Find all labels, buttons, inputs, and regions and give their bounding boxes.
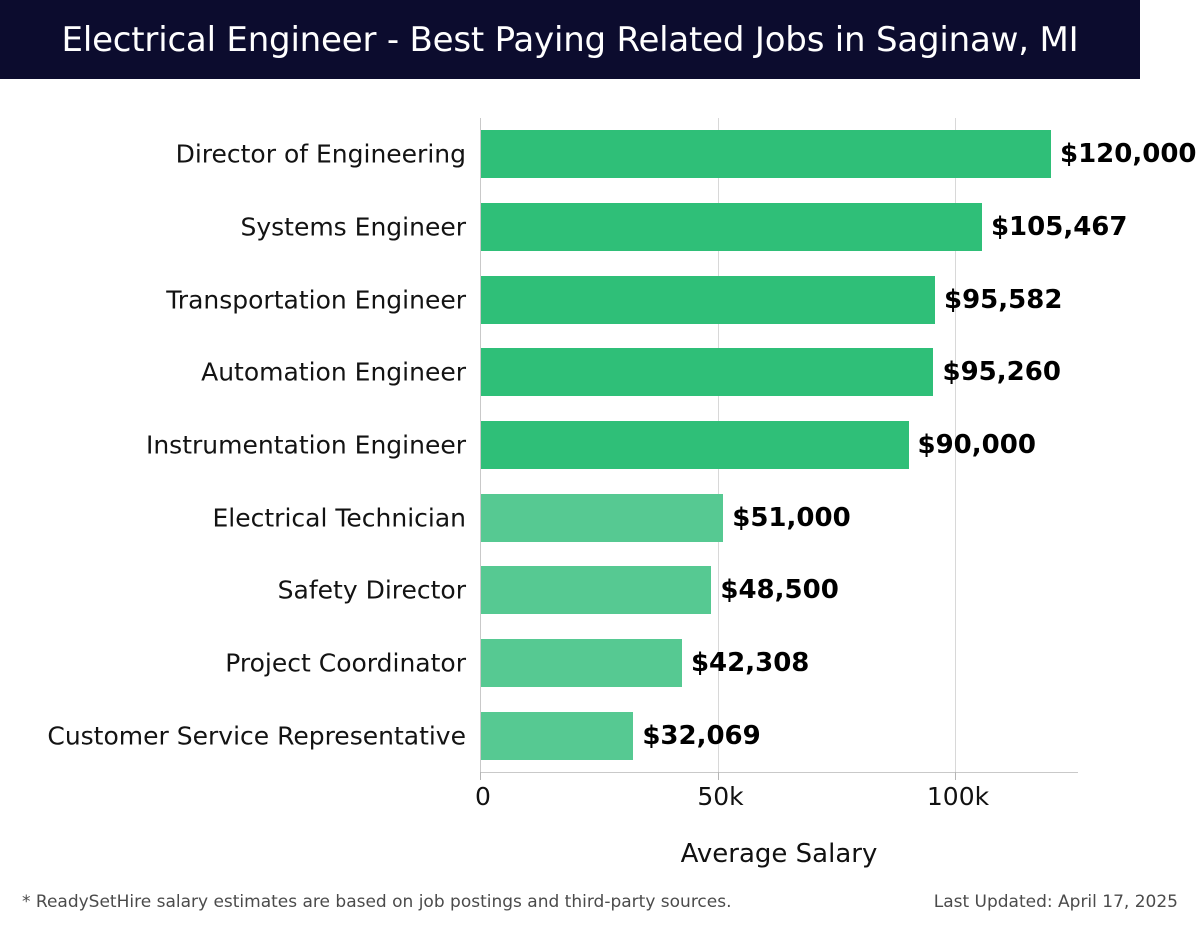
category-label: Director of Engineering — [175, 139, 466, 169]
bar-value-label: $51,000 — [732, 502, 851, 533]
gridline — [955, 118, 956, 772]
x-tick-mark — [717, 772, 719, 780]
bar[interactable] — [481, 420, 909, 469]
bar-row[interactable]: Electrical Technician $51,000 — [0, 481, 1200, 554]
bar[interactable] — [481, 711, 634, 760]
page-title: Electrical Engineer - Best Paying Relate… — [61, 19, 1079, 60]
bar-container: $95,260 — [481, 348, 1061, 397]
category-label: Safety Director — [277, 575, 466, 605]
footer-last-updated: Last Updated: April 17, 2025 — [933, 892, 1178, 912]
category-label: Electrical Technician — [212, 503, 467, 533]
bar[interactable] — [481, 348, 934, 397]
bar-value-label: $120,000 — [1060, 139, 1197, 170]
bar-container: $42,308 — [481, 638, 810, 687]
bar-row[interactable]: Project Coordinator $42,308 — [0, 627, 1200, 700]
x-tick-mark — [480, 772, 481, 780]
bar-container: $95,582 — [481, 275, 1063, 324]
chart-footer: * ReadySetHire salary estimates are base… — [0, 880, 1200, 940]
bar[interactable] — [481, 493, 724, 542]
bar[interactable] — [481, 130, 1051, 179]
category-label: Transportation Engineer — [166, 285, 466, 315]
category-label: Project Coordinator — [225, 648, 466, 678]
category-label: Customer Service Representative — [47, 721, 466, 751]
bar-value-label: $42,308 — [690, 647, 810, 678]
bar-container: $51,000 — [481, 493, 851, 542]
category-label: Automation Engineer — [201, 357, 466, 387]
x-axis-title: Average Salary — [680, 839, 878, 869]
x-tick-label: 50k — [697, 782, 744, 811]
x-tick-label: 100k — [926, 782, 990, 811]
chart-title-bar: Electrical Engineer - Best Paying Relate… — [0, 0, 1140, 79]
bar-chart: 0 50k 100k Director of Engineering $120,000… — [0, 79, 1200, 869]
bar-value-label: $32,069 — [642, 720, 761, 751]
bar[interactable] — [481, 638, 682, 687]
bar-value-label: $95,582 — [944, 284, 1063, 315]
category-label: Systems Engineer — [240, 212, 466, 242]
bar-value-label: $95,260 — [942, 357, 1061, 388]
bar-value-label: $105,467 — [990, 211, 1128, 242]
footer-disclaimer: * ReadySetHire salary estimates are base… — [22, 892, 732, 912]
bar-value-label: $90,000 — [917, 429, 1036, 460]
x-axis-line — [480, 772, 1078, 773]
bar-value-label: $48,500 — [720, 575, 839, 606]
bar-row[interactable]: Safety Director $48,500 — [0, 554, 1200, 627]
x-tick-mark — [955, 772, 956, 780]
bar[interactable] — [481, 566, 712, 615]
bar-row[interactable]: Transportation Engineer $95,582 — [0, 263, 1200, 336]
bar-container: $105,467 — [481, 202, 1128, 251]
bar-row[interactable]: Director of Engineering $120,000 — [0, 118, 1200, 191]
bar-container: $32,069 — [481, 711, 761, 760]
bar-row[interactable]: Instrumentation Engineer $90,000 — [0, 409, 1200, 482]
bar-row[interactable]: Systems Engineer $105,467 — [0, 191, 1200, 264]
y-axis-line — [480, 118, 481, 772]
bar-row[interactable]: Customer Service Representative $32,069 — [0, 699, 1200, 772]
bar[interactable] — [481, 202, 982, 251]
bar-container: $48,500 — [481, 566, 839, 615]
bar-row[interactable]: Automation Engineer $95,260 — [0, 336, 1200, 409]
x-tick-label: 0 — [475, 782, 491, 811]
bar-container: $90,000 — [481, 420, 1036, 469]
bar[interactable] — [481, 275, 935, 324]
bar-container: $120,000 — [481, 130, 1197, 179]
category-label: Instrumentation Engineer — [145, 430, 466, 460]
